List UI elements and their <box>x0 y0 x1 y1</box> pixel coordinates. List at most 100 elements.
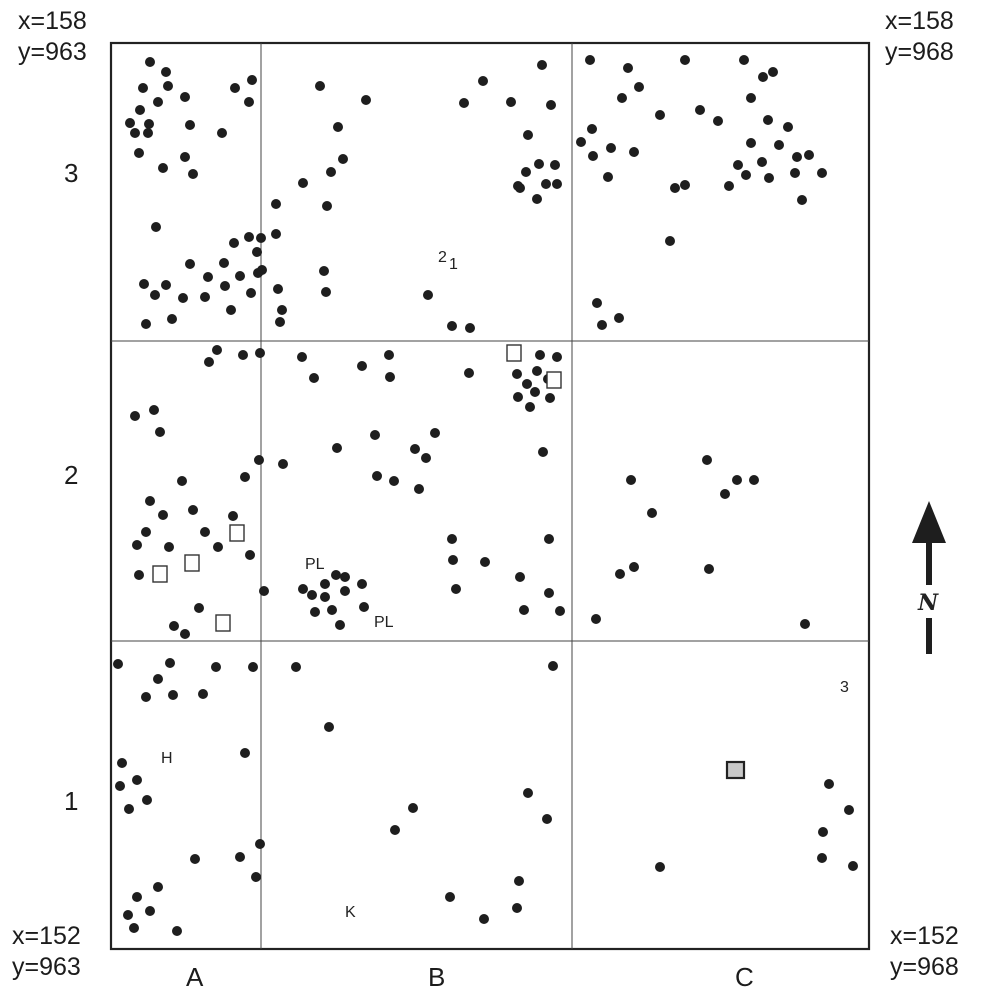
site-dot <box>548 661 558 671</box>
site-dot <box>340 586 350 596</box>
site-dot <box>545 393 555 403</box>
site-dot <box>848 861 858 871</box>
site-dot <box>167 314 177 324</box>
site-dot <box>113 659 123 669</box>
site-dot <box>340 572 350 582</box>
site-dot <box>390 825 400 835</box>
site-dot <box>629 562 639 572</box>
site-dot <box>244 97 254 107</box>
site-dot <box>198 689 208 699</box>
site-dot <box>185 259 195 269</box>
corner-label-bottom-left: x=152 y=963 <box>12 921 81 983</box>
site-dot <box>588 151 598 161</box>
column-label-c: C <box>735 962 754 992</box>
site-dot <box>168 690 178 700</box>
site-dot <box>389 476 399 486</box>
site-dot <box>410 444 420 454</box>
site-dot <box>327 605 337 615</box>
label-pl-lower: PL <box>374 614 394 631</box>
site-dot <box>338 154 348 164</box>
site-dot <box>315 81 325 91</box>
site-dot <box>217 128 227 138</box>
site-dot <box>322 201 332 211</box>
site-dot <box>783 122 793 132</box>
site-dot <box>361 95 371 105</box>
site-dot <box>245 550 255 560</box>
site-dot <box>230 83 240 93</box>
site-dot <box>797 195 807 205</box>
site-dot <box>532 366 542 376</box>
column-label-b: B <box>428 962 446 992</box>
site-dot <box>464 368 474 378</box>
site-dot <box>273 284 283 294</box>
site-dot <box>732 475 742 485</box>
label-k: K <box>345 904 356 921</box>
site-dot <box>141 692 151 702</box>
site-dot <box>478 76 488 86</box>
site-dot <box>153 882 163 892</box>
site-dot <box>541 179 551 189</box>
site-dot <box>800 619 810 629</box>
site-dot <box>229 238 239 248</box>
site-dot <box>321 287 331 297</box>
site-dot <box>228 511 238 521</box>
site-dot <box>724 181 734 191</box>
site-dot <box>298 584 308 594</box>
north-label: N <box>917 590 939 616</box>
open-square-marker <box>215 614 231 632</box>
site-dot <box>226 305 236 315</box>
site-dot <box>623 63 633 73</box>
site-dot <box>145 496 155 506</box>
site-dot <box>240 472 250 482</box>
site-dot <box>219 258 229 268</box>
site-dot <box>844 805 854 815</box>
site-dot <box>165 658 175 668</box>
site-dot <box>634 82 644 92</box>
site-dot <box>534 159 544 169</box>
corner-bottom-right-y: y=968 <box>890 953 959 981</box>
site-dot <box>695 105 705 115</box>
site-dot <box>617 93 627 103</box>
site-dot <box>626 475 636 485</box>
site-dot <box>587 124 597 134</box>
open-square-marker <box>506 344 522 362</box>
site-dot <box>129 923 139 933</box>
square-layer <box>152 344 746 780</box>
site-dot <box>665 236 675 246</box>
site-dot <box>774 140 784 150</box>
corner-bottom-right-x: x=152 <box>890 922 959 950</box>
site-dot <box>824 779 834 789</box>
site-dot <box>519 605 529 615</box>
site-dot <box>525 402 535 412</box>
site-dot <box>521 167 531 177</box>
site-dot <box>142 795 152 805</box>
site-dot <box>552 352 562 362</box>
site-dot <box>164 542 174 552</box>
corner-label-top-left: x=158 y=963 <box>18 6 87 68</box>
site-dot <box>512 903 522 913</box>
site-dot <box>235 852 245 862</box>
column-label-a: A <box>186 962 204 992</box>
site-dot <box>523 788 533 798</box>
site-dot <box>746 138 756 148</box>
site-dot <box>597 320 607 330</box>
site-dot <box>763 115 773 125</box>
site-dot <box>247 75 257 85</box>
site-dot <box>790 168 800 178</box>
corner-bottom-left-y: y=963 <box>12 953 81 981</box>
site-dot <box>515 183 525 193</box>
site-dot <box>144 119 154 129</box>
site-dot <box>513 392 523 402</box>
site-dot <box>817 168 827 178</box>
site-dot <box>758 72 768 82</box>
site-dot <box>555 606 565 616</box>
site-dot <box>163 81 173 91</box>
open-square-marker <box>229 524 245 542</box>
site-dot <box>479 914 489 924</box>
site-dot <box>257 265 267 275</box>
site-dot <box>149 405 159 415</box>
site-dot <box>655 110 665 120</box>
dot-layer <box>113 55 858 936</box>
site-dot <box>421 453 431 463</box>
